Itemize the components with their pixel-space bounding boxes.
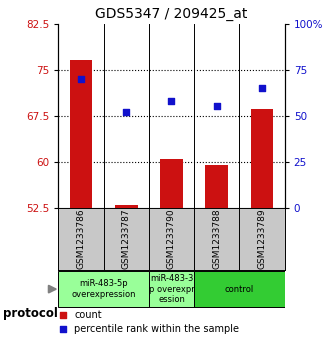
Point [78, 76, 84, 82]
Text: GSM1233790: GSM1233790 [167, 208, 176, 269]
Text: GSM1233786: GSM1233786 [76, 208, 86, 269]
Text: GSM1233789: GSM1233789 [257, 208, 267, 269]
Text: count: count [74, 310, 102, 320]
Text: percentile rank within the sample: percentile rank within the sample [74, 324, 239, 334]
Bar [205, 165, 228, 208]
Text: miR-483-5p
overexpression: miR-483-5p overexpression [71, 280, 136, 299]
Point [214, 103, 219, 109]
Text: GSM1233787: GSM1233787 [122, 208, 131, 269]
FancyBboxPatch shape [58, 271, 149, 307]
Title: GDS5347 / 209425_at: GDS5347 / 209425_at [95, 7, 248, 21]
Point [124, 109, 129, 115]
Text: miR-483-3
p overexpr
ession: miR-483-3 p overexpr ession [149, 274, 194, 304]
Text: protocol: protocol [3, 307, 58, 321]
Point [259, 85, 265, 91]
Point [169, 98, 174, 104]
Bar [70, 60, 92, 208]
Text: GSM1233788: GSM1233788 [212, 208, 221, 269]
FancyBboxPatch shape [149, 271, 194, 307]
FancyBboxPatch shape [194, 271, 285, 307]
Bar [115, 204, 138, 208]
Point [60, 326, 66, 332]
Bar [251, 110, 273, 208]
Text: control: control [225, 285, 254, 294]
Point [60, 312, 66, 318]
Bar [160, 159, 183, 208]
